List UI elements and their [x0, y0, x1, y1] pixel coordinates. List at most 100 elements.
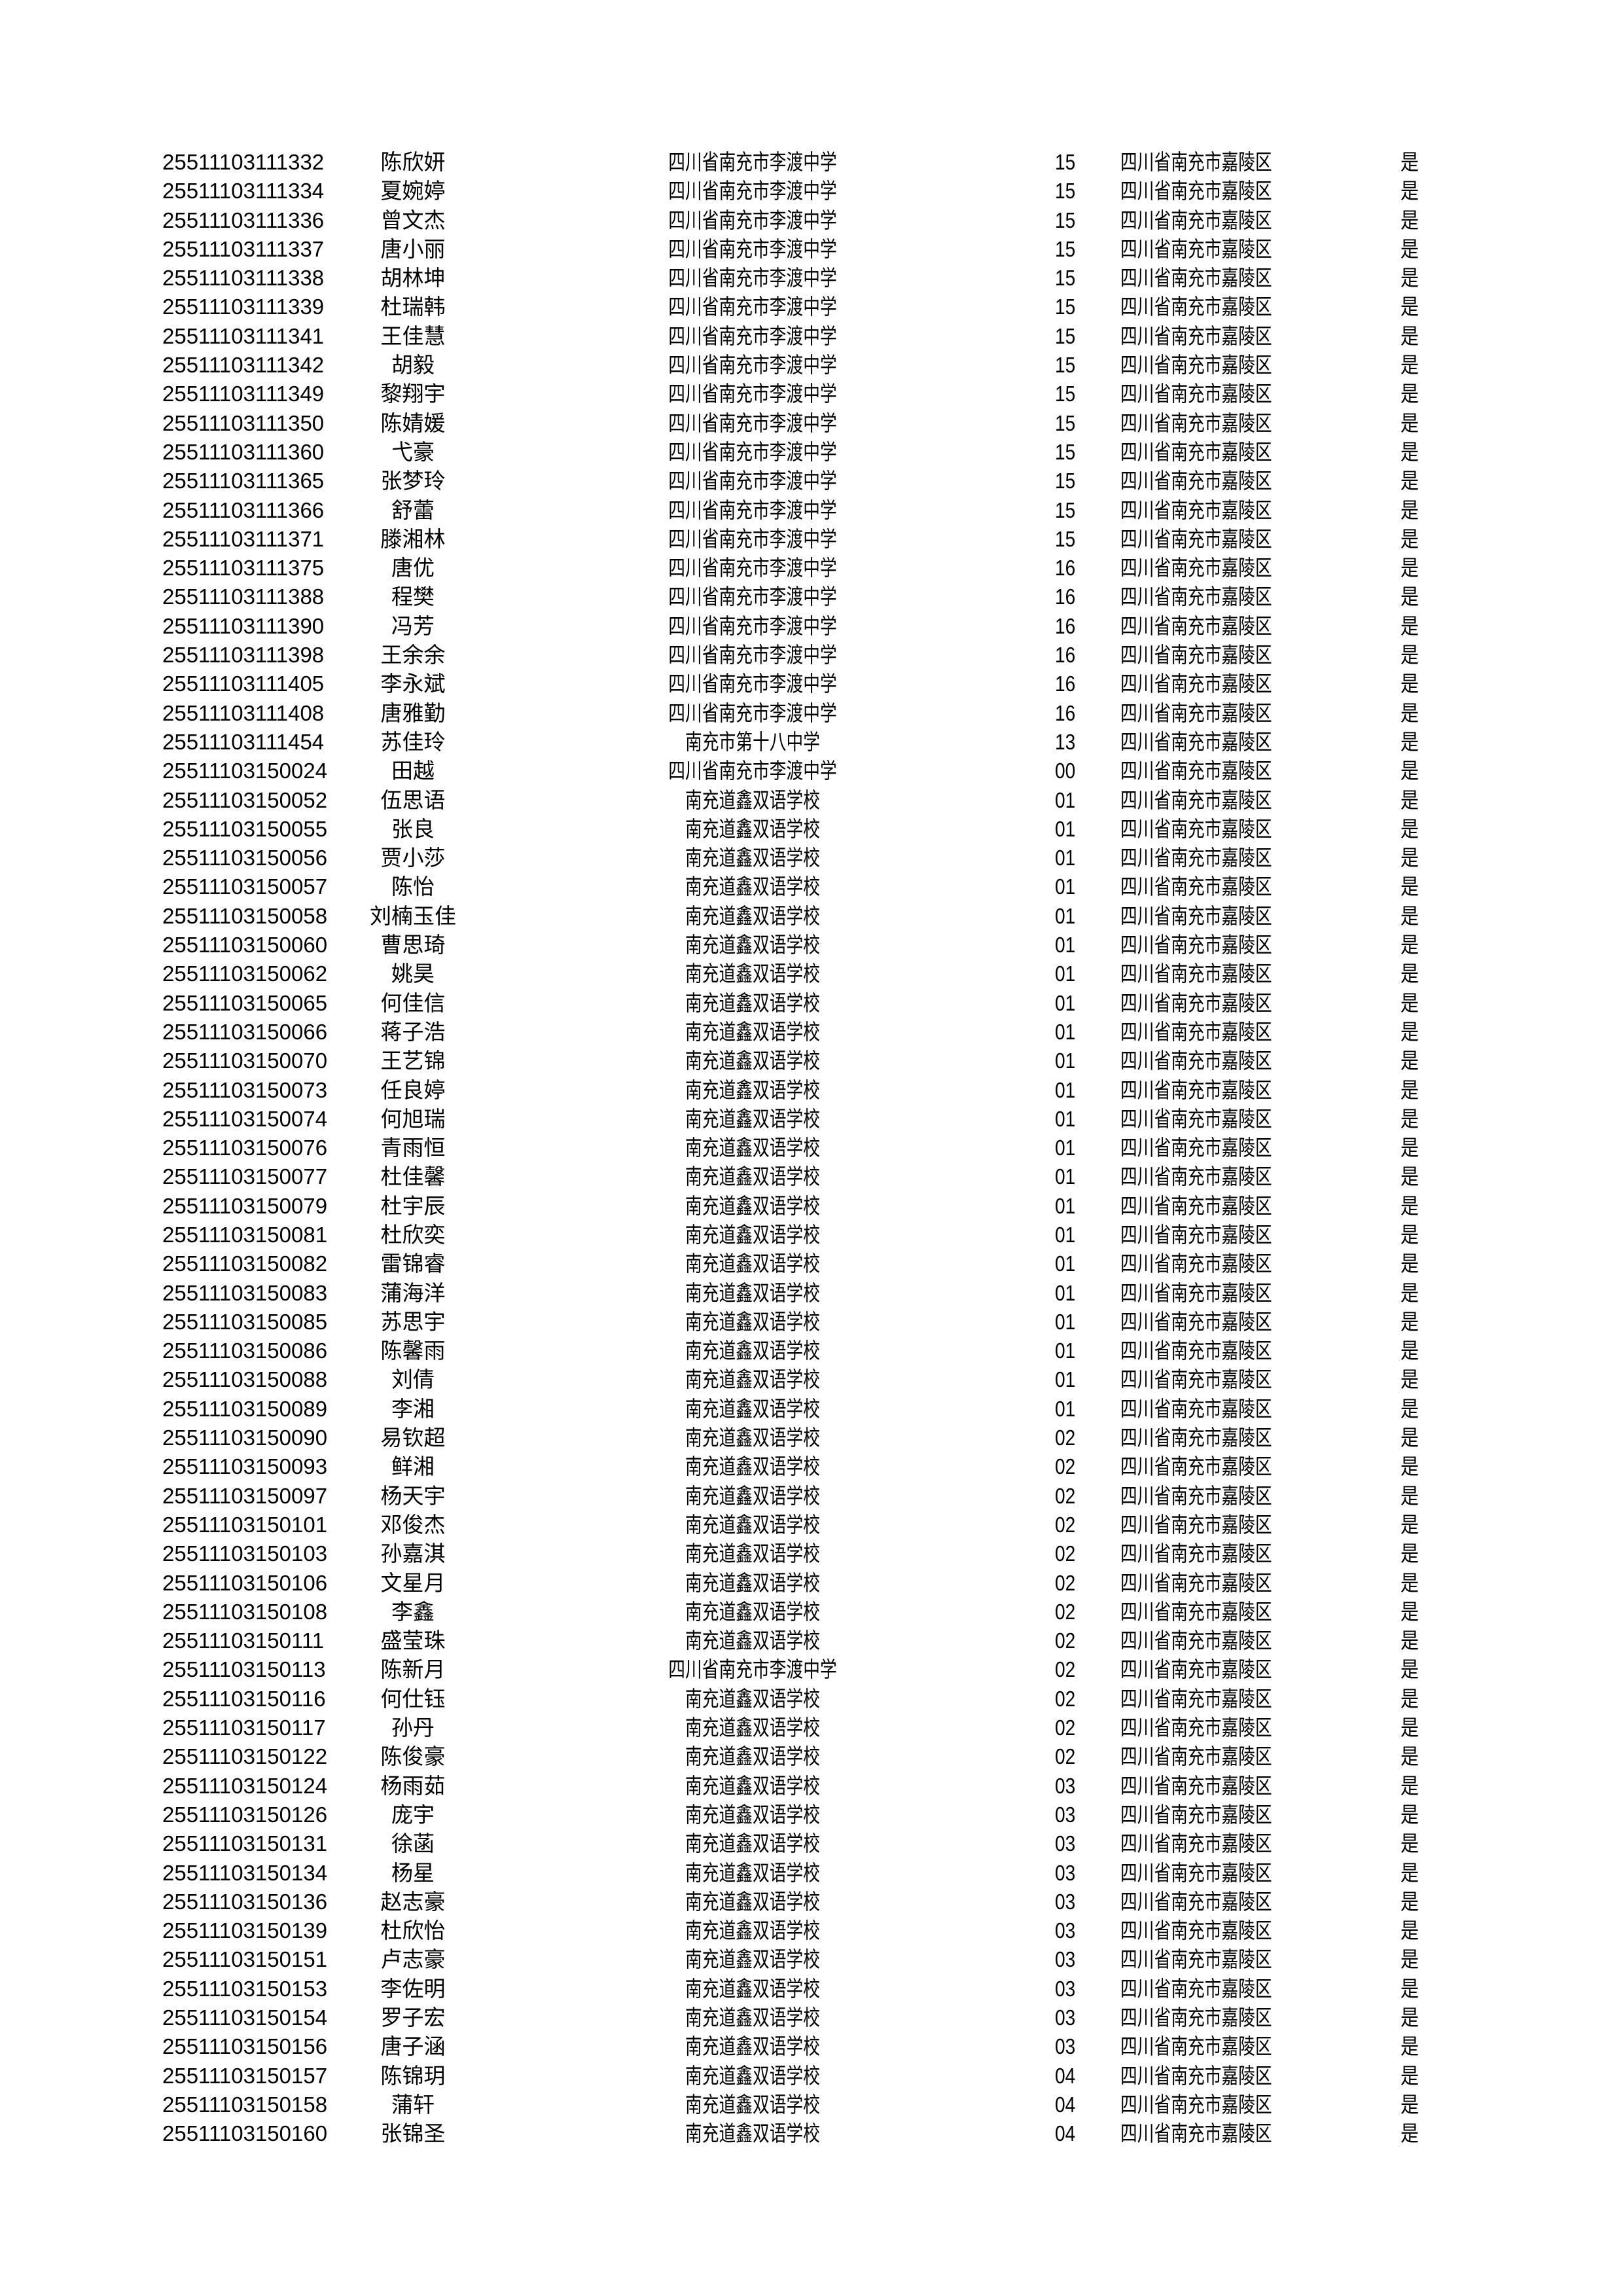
class-number-cell: 16	[1055, 670, 1079, 698]
exam-id-cell: 25511103111332	[162, 150, 325, 174]
table-row: 25511103111338 胡林坤 四川省南充市李渡中学 15 四川省南充市嘉陵区 是	[0, 264, 1623, 293]
district-cell: 四川省南充市嘉陵区	[1120, 786, 1315, 815]
school-cell-text: 南充道鑫双语学校	[685, 1802, 820, 1827]
school-cell-text: 南充道鑫双语学校	[685, 1136, 820, 1160]
student-name-cell: 易钦超	[380, 1426, 446, 1450]
class-number-cell-text: 01	[1055, 874, 1076, 899]
student-name-cell: 赵志豪	[380, 1889, 446, 1914]
flag-cell: 是	[1400, 960, 1422, 988]
district-cell: 四川省南充市嘉陵区	[1120, 872, 1315, 901]
flag-cell-text: 是	[1400, 1541, 1419, 1566]
class-number-cell-text: 15	[1055, 150, 1076, 174]
table-row: 25511103150057 陈怡 南充道鑫双语学校 01 四川省南充市嘉陵区 是	[0, 872, 1623, 901]
class-number-cell: 03	[1055, 2003, 1079, 2032]
district-cell-text: 四川省南充市嘉陵区	[1120, 1483, 1272, 1508]
table-row: 25511103150093 鲜湘 南充道鑫双语学校 02 四川省南充市嘉陵区 是	[0, 1452, 1623, 1481]
class-number-cell-text: 03	[1055, 2034, 1076, 2059]
table-row: 25511103111342 胡毅 四川省南充市李渡中学 15 四川省南充市嘉陵区 是	[0, 351, 1623, 380]
student-name-cell: 文星月	[380, 1570, 446, 1595]
flag-cell: 是	[1400, 1336, 1422, 1365]
class-number-cell: 04	[1055, 2062, 1079, 2090]
exam-id-cell: 25511103150154	[162, 2005, 328, 2030]
school-cell: 四川省南充市李渡中学	[589, 699, 916, 728]
district-cell-text: 四川省南充市嘉陵区	[1120, 556, 1272, 581]
class-number-cell: 03	[1055, 1801, 1079, 1829]
school-cell-text: 南充道鑫双语学校	[685, 1860, 820, 1885]
district-cell: 四川省南充市嘉陵区	[1120, 322, 1315, 351]
district-cell: 四川省南充市嘉陵区	[1120, 438, 1315, 467]
student-name-cell: 弋豪	[391, 439, 435, 464]
school-cell-text: 南充道鑫双语学校	[685, 1628, 820, 1653]
school-cell-text: 南充道鑫双语学校	[685, 816, 820, 841]
school-cell: 南充道鑫双语学校	[589, 1452, 916, 1481]
school-cell-text: 四川省南充市李渡中学	[668, 179, 837, 204]
district-cell-text: 四川省南充市嘉陵区	[1120, 643, 1272, 668]
school-cell: 南充道鑫双语学校	[589, 1539, 916, 1568]
class-number-cell: 01	[1055, 931, 1079, 960]
class-number-cell-text: 04	[1055, 2063, 1076, 2088]
student-name-cell: 蒲海洋	[380, 1280, 446, 1305]
flag-cell-text: 是	[1400, 643, 1419, 668]
student-name-cell: 雷锦睿	[380, 1251, 446, 1276]
class-number-cell-text: 15	[1055, 353, 1076, 378]
school-cell: 南充道鑫双语学校	[589, 1279, 916, 1308]
exam-id-cell: 25511103150157	[162, 2063, 328, 2088]
flag-cell: 是	[1400, 1308, 1422, 1336]
exam-id-cell: 25511103111337	[162, 236, 325, 261]
district-cell: 四川省南充市嘉陵区	[1120, 554, 1315, 583]
exam-id-cell: 25511103150117	[162, 1715, 326, 1740]
flag-cell: 是	[1400, 931, 1422, 960]
district-cell: 四川省南充市嘉陵区	[1120, 148, 1315, 177]
flag-cell: 是	[1400, 177, 1422, 206]
table-row: 25511103150158 蒲轩 南充道鑫双语学校 04 四川省南充市嘉陵区 是	[0, 2090, 1623, 2119]
flag-cell: 是	[1400, 206, 1422, 235]
district-cell: 四川省南充市嘉陵区	[1120, 264, 1315, 293]
flag-cell: 是	[1400, 351, 1422, 380]
flag-cell-text: 是	[1400, 469, 1419, 493]
school-cell: 南充道鑫双语学校	[589, 902, 916, 931]
school-cell: 四川省南充市李渡中学	[589, 322, 916, 351]
exam-id-cell: 25511103150122	[162, 1744, 328, 1769]
district-cell-text: 四川省南充市嘉陵区	[1120, 1831, 1272, 1856]
school-cell-text: 南充道鑫双语学校	[685, 1426, 820, 1450]
student-name-cell: 青雨恒	[380, 1136, 446, 1160]
class-number-cell: 15	[1055, 148, 1079, 177]
student-name-cell: 刘楠玉佳	[370, 903, 456, 928]
district-cell-text: 四川省南充市嘉陵区	[1120, 207, 1272, 232]
class-number-cell: 02	[1055, 1511, 1079, 1539]
flag-cell-text: 是	[1400, 816, 1419, 841]
class-number-cell-text: 01	[1055, 1136, 1076, 1160]
school-cell: 南充道鑫双语学校	[589, 1308, 916, 1336]
exam-id-cell: 25511103150090	[162, 1426, 328, 1450]
flag-cell: 是	[1400, 1655, 1422, 1684]
table-row: 25511103150055 张良 南充道鑫双语学校 01 四川省南充市嘉陵区 是	[0, 815, 1623, 844]
school-cell: 南充道鑫双语学校	[589, 872, 916, 901]
class-number-cell-text: 01	[1055, 1193, 1076, 1218]
district-cell: 四川省南充市嘉陵区	[1120, 1945, 1315, 1974]
class-number-cell-text: 15	[1055, 497, 1076, 522]
flag-cell-text: 是	[1400, 1164, 1419, 1189]
class-number-cell-text: 03	[1055, 1831, 1076, 1856]
class-number-cell-text: 01	[1055, 1396, 1076, 1421]
district-cell-text: 四川省南充市嘉陵区	[1120, 1280, 1272, 1305]
district-cell-text: 四川省南充市嘉陵区	[1120, 1251, 1272, 1276]
class-number-cell-text: 02	[1055, 1512, 1076, 1537]
exam-id-cell: 25511103150082	[162, 1251, 328, 1276]
flag-cell-text: 是	[1400, 1338, 1419, 1363]
district-cell-text: 四川省南充市嘉陵区	[1120, 613, 1272, 638]
district-cell: 四川省南充市嘉陵区	[1120, 1482, 1315, 1511]
exam-id-cell: 25511103111405	[162, 672, 325, 696]
district-cell-text: 四川省南充市嘉陵区	[1120, 179, 1272, 204]
exam-id-cell: 25511103150074	[162, 1106, 328, 1131]
exam-id-cell: 25511103150124	[162, 1773, 328, 1798]
school-cell: 南充道鑫双语学校	[589, 1424, 916, 1452]
student-name-cell: 王余余	[380, 643, 446, 668]
flag-cell: 是	[1400, 438, 1422, 467]
flag-cell: 是	[1400, 554, 1422, 583]
exam-id-cell: 25511103111338	[162, 266, 325, 291]
school-cell-text: 南充道鑫双语学校	[685, 1309, 820, 1334]
district-cell-text: 四川省南充市嘉陵区	[1120, 1657, 1272, 1682]
school-cell: 四川省南充市李渡中学	[589, 641, 916, 670]
flag-cell: 是	[1400, 1685, 1422, 1713]
school-cell-text: 四川省南充市李渡中学	[668, 613, 837, 638]
